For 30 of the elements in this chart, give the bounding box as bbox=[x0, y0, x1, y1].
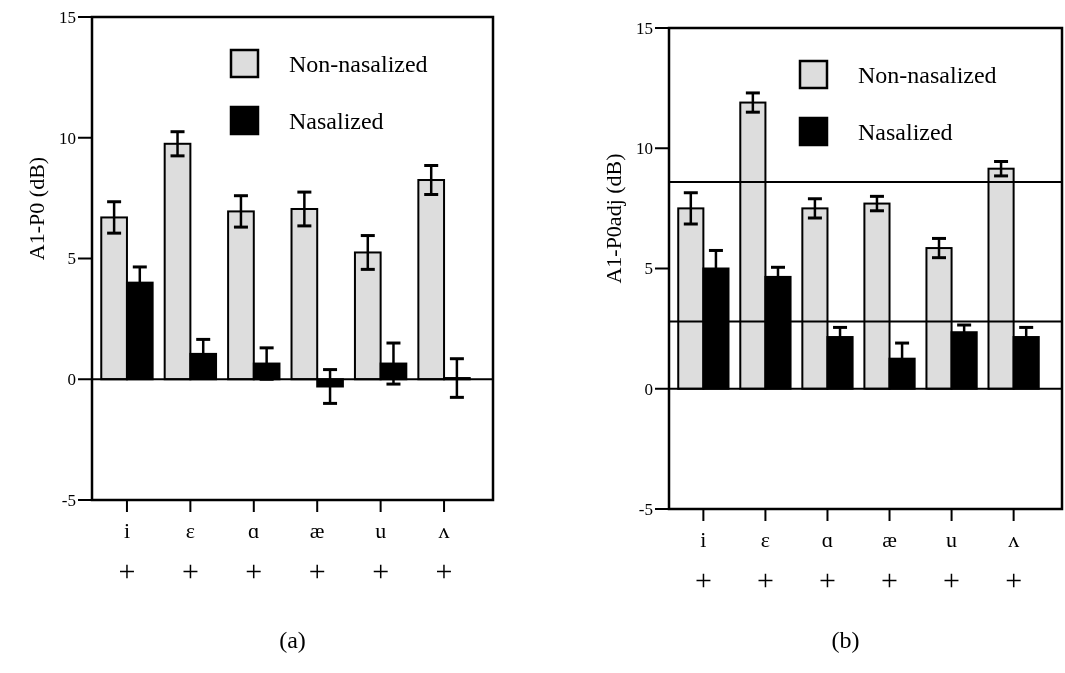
x-tick-label: æ + bbox=[308, 518, 326, 587]
y-tick-label: 15 bbox=[59, 7, 76, 27]
text: (b) bbox=[831, 627, 860, 653]
x-tick-label: i + bbox=[694, 527, 712, 596]
y-tick-label: 10 bbox=[59, 128, 76, 148]
y-tick-label: 15 bbox=[636, 18, 653, 38]
legend-label: Non-nasalized bbox=[289, 51, 428, 78]
legend-label: Nasalized bbox=[858, 119, 953, 146]
x-tick-label: ε + bbox=[181, 518, 199, 587]
text: (a) bbox=[279, 627, 306, 653]
x-tick-label: ɑ + bbox=[819, 527, 836, 596]
x-tick-label: i + bbox=[118, 518, 136, 587]
x-tick-label: ʌ + bbox=[435, 518, 453, 587]
y-tick-label: 5 bbox=[67, 249, 76, 269]
legend-label: Nasalized bbox=[289, 108, 384, 135]
y-tick-label: -5 bbox=[638, 499, 653, 519]
x-tick-label: u + bbox=[943, 527, 961, 596]
y-tick-label: 0 bbox=[644, 379, 653, 399]
x-tick-label: ɑ + bbox=[245, 518, 263, 587]
x-tick-label: ε + bbox=[756, 527, 774, 596]
y-tick-label: 10 bbox=[636, 139, 653, 159]
y-axis-title: A1-P0adj (dB) bbox=[601, 153, 626, 284]
legend-label: Non-nasalized bbox=[858, 62, 997, 89]
y-axis-title: A1-P0 (dB) bbox=[24, 156, 49, 261]
y-tick-label: 0 bbox=[67, 370, 76, 390]
y-tick-label: 5 bbox=[644, 259, 653, 279]
x-tick-label: æ + bbox=[881, 527, 898, 596]
x-tick-label: u + bbox=[372, 518, 390, 587]
x-tick-label: ʌ + bbox=[1005, 527, 1023, 596]
y-tick-label: -5 bbox=[61, 490, 76, 510]
